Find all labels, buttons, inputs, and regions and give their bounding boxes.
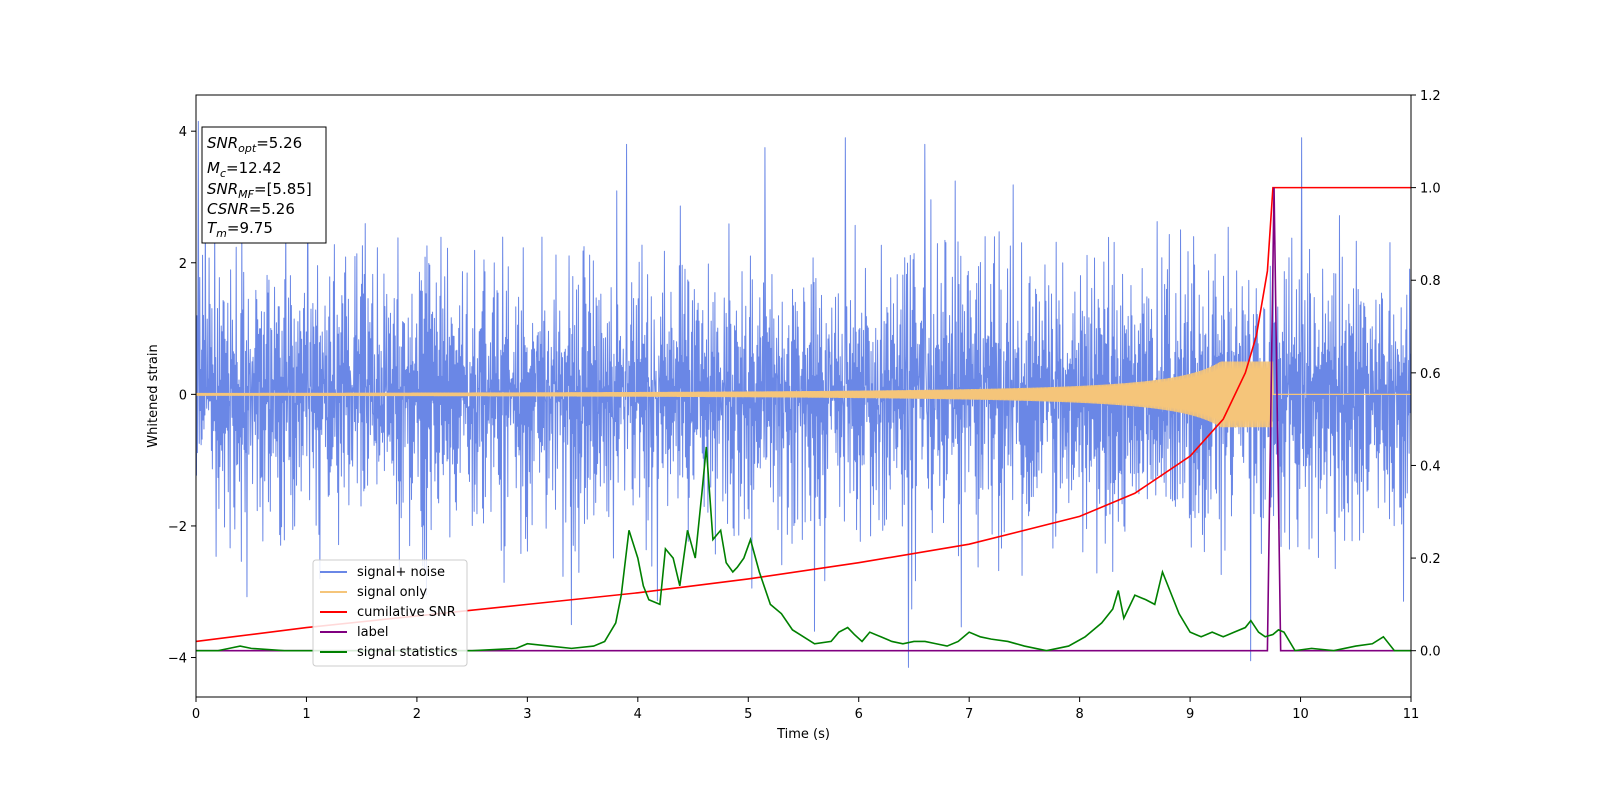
y-right-tick-label: 0.2 xyxy=(1420,552,1441,567)
y-left-tick-label: −4 xyxy=(168,652,187,667)
x-tick-label: 8 xyxy=(1075,707,1083,722)
y-right-tick-label: 0.4 xyxy=(1420,459,1441,474)
legend-label-label: label xyxy=(357,625,388,640)
y-right-tick-label: 1.2 xyxy=(1420,89,1441,104)
annotation-csnr: CSNR=5.26 xyxy=(207,200,295,218)
x-tick-label: 1 xyxy=(302,707,310,722)
legend-label-signal-statistics: signal statistics xyxy=(357,645,458,660)
series-signal-only-line xyxy=(196,361,1411,428)
annotation-snr-mf: SNRMF=[5.85] xyxy=(207,180,312,201)
annotation-mc: Mc=12.42 xyxy=(207,159,282,180)
legend-label-signal-only: signal only xyxy=(357,585,427,600)
x-tick-label: 9 xyxy=(1186,707,1194,722)
y-left-tick-label: −2 xyxy=(168,520,187,535)
y-right-tick-label: 0.0 xyxy=(1420,645,1441,660)
x-tick-label: 0 xyxy=(192,707,200,722)
x-tick-label: 5 xyxy=(744,707,752,722)
annotation-snr-opt: SNRopt=5.26 xyxy=(207,134,302,155)
y-right-tick-label: 0.8 xyxy=(1420,274,1441,289)
y-left-tick-label: 4 xyxy=(179,125,187,140)
y-axis-label: Whitened strain xyxy=(146,344,161,447)
annotation-box: SNRopt=5.26 Mc=12.42 SNRMF=[5.85] CSNR=5… xyxy=(201,126,327,244)
y-right-tick-label: 1.0 xyxy=(1420,182,1441,197)
x-tick-label: 10 xyxy=(1292,707,1309,722)
y-right-tick-label: 0.6 xyxy=(1420,367,1441,382)
x-tick-label: 2 xyxy=(413,707,421,722)
x-tick-label: 6 xyxy=(855,707,863,722)
series-cumilative-snr-line xyxy=(196,186,1411,643)
y-left-tick-label: 2 xyxy=(179,257,187,272)
x-tick-label: 11 xyxy=(1403,707,1420,722)
legend: signal+ noise signal only cumilative SNR… xyxy=(312,559,468,667)
series-signal-noise-line xyxy=(196,120,1411,668)
legend-label-cumilative-snr: cumilative SNR xyxy=(357,605,456,620)
x-tick-label: 7 xyxy=(965,707,973,722)
legend-label-signal-noise: signal+ noise xyxy=(357,565,445,580)
series-signal-statistics-line xyxy=(196,446,1411,652)
annotation-tm: Tm=9.75 xyxy=(207,219,273,240)
x-tick-label: 4 xyxy=(634,707,642,722)
series-label-line xyxy=(196,187,1411,652)
x-tick-label: 3 xyxy=(523,707,531,722)
y-left-tick-label: 0 xyxy=(179,388,187,403)
x-axis-label: Time (s) xyxy=(776,727,830,742)
plot-frame xyxy=(195,94,1412,698)
